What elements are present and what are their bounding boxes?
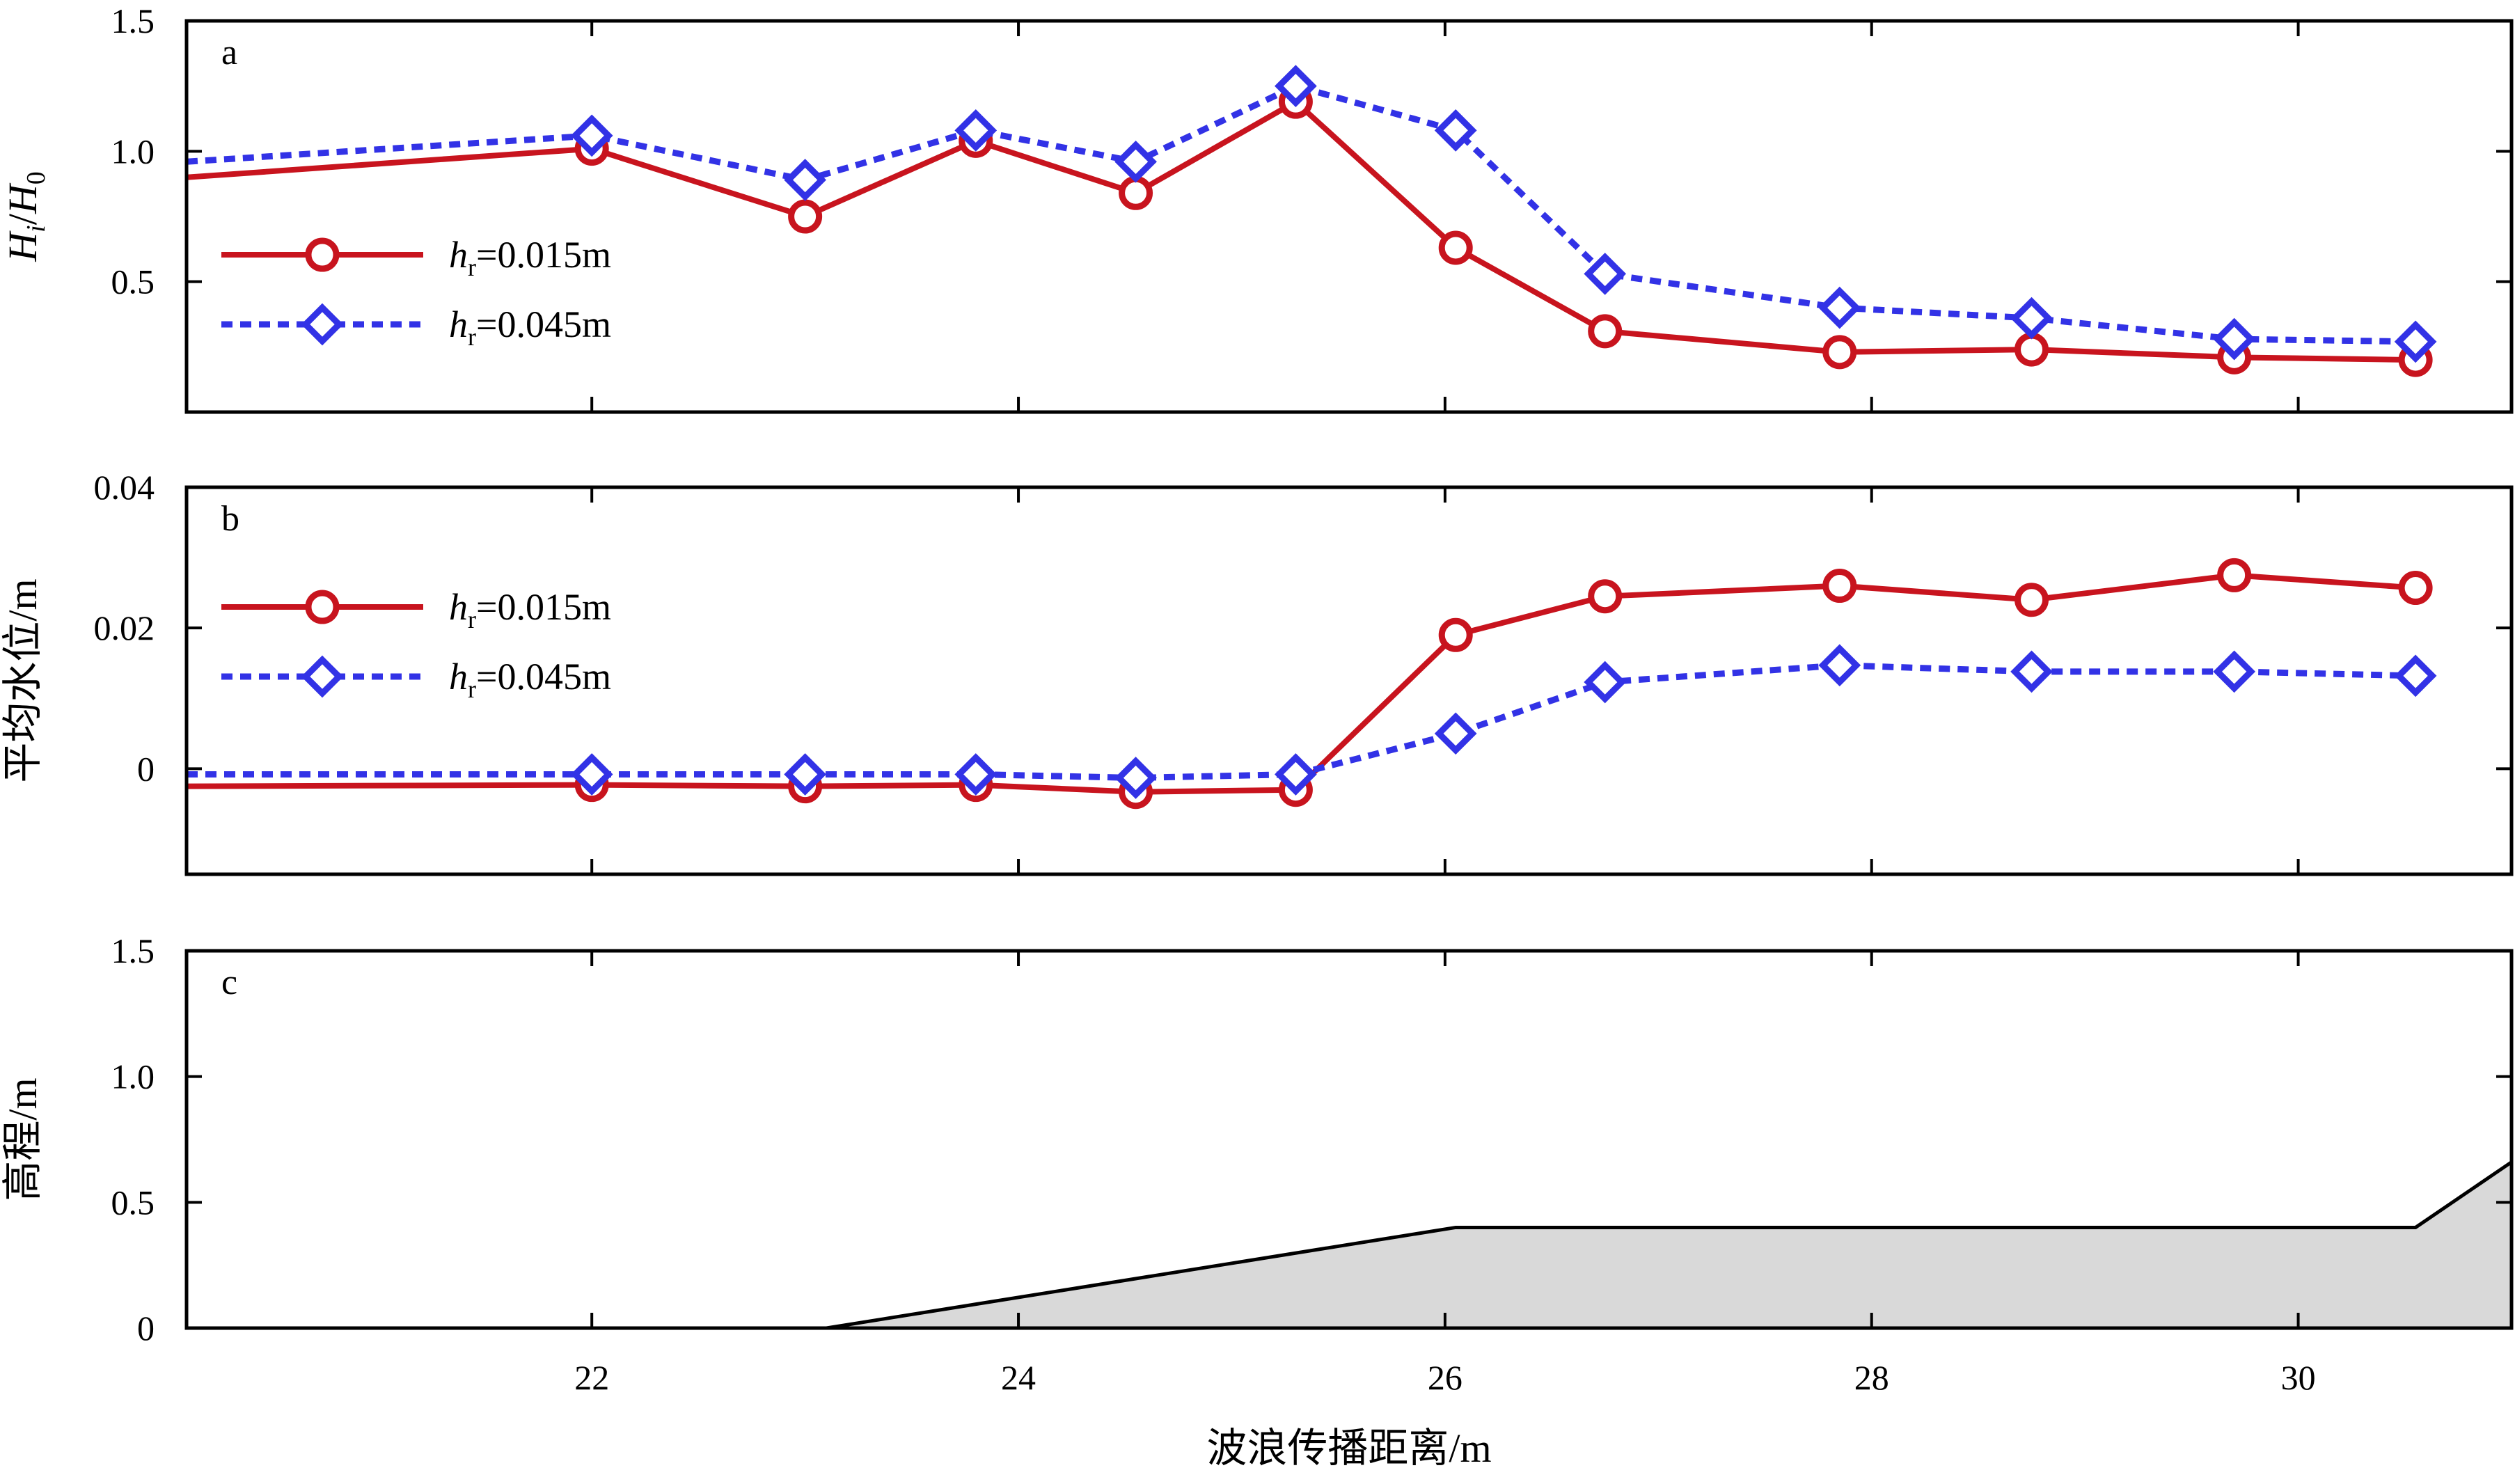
panel-b: hr=0.015m hr=0.045m 0 0.02 0.04 b 平均水位/m <box>0 468 2514 876</box>
plot-frame <box>184 949 2514 1330</box>
legend-label: hr=0.015m <box>449 234 611 281</box>
x-tick-label: 30 <box>2281 1358 2316 1397</box>
legend-marker <box>305 237 340 272</box>
panel-c: 0 0.5 1.0 1.5 c 高程/m 22 24 26 28 30 波浪传播距离/m <box>0 931 2514 1471</box>
data-point <box>2213 317 2256 361</box>
data-point <box>1438 230 1473 265</box>
data-point <box>1588 314 1623 349</box>
y-tick-label: 1.5 <box>111 931 155 970</box>
data-point <box>1114 757 1157 799</box>
data-point <box>1584 253 1627 295</box>
data-point <box>1818 286 1861 329</box>
x-axis-title: 波浪传播距离/m <box>1206 1426 1491 1471</box>
data-point <box>1119 175 1153 210</box>
data-point <box>954 109 998 152</box>
data-point <box>1822 335 1857 370</box>
x-tick-label: 22 <box>574 1358 609 1397</box>
y-axis-title: 平均水位/m <box>0 578 45 782</box>
series-line <box>187 99 2416 363</box>
data-point <box>2394 320 2437 363</box>
data-point <box>2010 297 2053 340</box>
y-axis-title: Hi/H0 <box>0 171 51 262</box>
data-point <box>2217 558 2252 592</box>
data-point <box>788 199 823 234</box>
legend-label: hr=0.015m <box>449 586 611 633</box>
legend-entry: hr=0.015m <box>221 234 611 281</box>
legend-entry: hr=0.015m <box>221 586 611 633</box>
series-hr-0045 <box>187 65 2437 363</box>
y-tick-label: 0.04 <box>94 468 155 507</box>
data-point <box>1114 140 1157 183</box>
data-point <box>570 114 613 157</box>
data-point <box>784 753 826 796</box>
data-point <box>1275 65 1317 108</box>
profile-line <box>187 1160 2512 1328</box>
y-tick-label: 0.02 <box>94 608 155 647</box>
legend-marker <box>305 590 340 624</box>
panel-letter: a <box>221 33 237 72</box>
legend-label: hr=0.045m <box>449 303 611 351</box>
data-point <box>1434 109 1477 152</box>
data-point <box>1434 712 1477 755</box>
y-tick-label: 0 <box>137 749 155 788</box>
plot-frame <box>184 19 2514 414</box>
plot-frame <box>184 485 2514 876</box>
data-point <box>2015 583 2049 617</box>
data-point <box>2015 332 2049 367</box>
data-point <box>954 753 998 796</box>
data-point <box>1275 753 1317 796</box>
series-line <box>187 572 2416 795</box>
data-point <box>2394 654 2437 697</box>
x-tick-label: 24 <box>1001 1358 1036 1397</box>
data-point <box>1584 661 1627 704</box>
y-tick-label: 0.5 <box>111 1183 155 1222</box>
series-line <box>187 83 2416 345</box>
y-tick-label: 0 <box>137 1309 155 1348</box>
panel-a: hr=0.015m hr=0.045m 0.5 1.0 1.5 a Hi/H0 <box>0 1 2514 414</box>
legend-label: hr=0.045m <box>449 656 611 703</box>
panel-letter: b <box>221 499 239 539</box>
panel-letter: c <box>221 963 237 1002</box>
series-line <box>187 662 2416 782</box>
series-hr-0045 <box>187 644 2437 799</box>
y-tick-label: 0.5 <box>111 262 155 301</box>
legend-entry: hr=0.045m <box>221 655 611 703</box>
y-tick-label: 1.0 <box>111 1057 155 1096</box>
data-point <box>1818 644 1861 687</box>
data-point <box>2010 650 2053 693</box>
x-tick-label: 26 <box>1428 1358 1463 1397</box>
data-point <box>1822 569 1857 603</box>
data-point <box>570 753 613 796</box>
data-point <box>1588 579 1623 614</box>
legend-entry: hr=0.045m <box>221 303 611 351</box>
data-point <box>1438 617 1473 652</box>
legend-marker <box>301 655 344 698</box>
x-tick-label: 28 <box>1854 1358 1889 1397</box>
y-axis-title: 高程/m <box>0 1078 45 1201</box>
data-point <box>2213 650 2256 693</box>
data-point <box>784 159 826 201</box>
data-point <box>2398 571 2433 606</box>
y-tick-label: 1.5 <box>111 1 155 40</box>
y-tick-label: 1.0 <box>111 132 155 171</box>
legend-marker <box>301 303 344 346</box>
